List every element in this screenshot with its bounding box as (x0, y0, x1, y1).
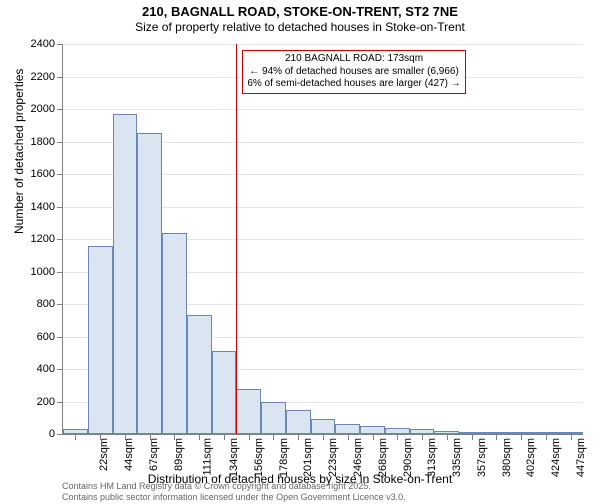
chart-subtitle: Size of property relative to detached ho… (0, 20, 600, 34)
x-tick-label: 22sqm (98, 438, 110, 471)
histogram-bar (286, 410, 311, 434)
marker-line (236, 44, 237, 434)
y-tick-label: 200 (37, 396, 55, 408)
annotation-line-1: 210 BAGNALL ROAD: 173sqm (247, 53, 460, 66)
x-tick (323, 434, 324, 440)
x-tick-label: 67sqm (148, 438, 160, 471)
footer-line-2: Contains public sector information licen… (62, 492, 406, 502)
x-tick (422, 434, 423, 440)
annotation-line-2: ← 94% of detached houses are smaller (6,… (247, 66, 460, 79)
histogram-bar (335, 424, 360, 434)
y-tick-label: 2200 (31, 71, 55, 83)
x-tick (298, 434, 299, 440)
y-tick-label: 800 (37, 298, 55, 310)
y-tick (57, 337, 63, 338)
histogram-bar (88, 246, 113, 435)
histogram-bar (137, 133, 162, 434)
y-tick-label: 400 (37, 363, 55, 375)
x-tick (150, 434, 151, 440)
y-tick (57, 434, 63, 435)
chart-area: 0200400600800100012001400160018002000220… (62, 44, 582, 434)
histogram-bar (311, 419, 336, 434)
y-tick (57, 239, 63, 240)
x-tick (521, 434, 522, 440)
histogram-bar (236, 389, 261, 435)
y-tick-label: 1600 (31, 168, 55, 180)
gridline (63, 109, 583, 110)
y-tick (57, 77, 63, 78)
histogram-bar (113, 114, 138, 434)
x-tick (199, 434, 200, 440)
x-tick (546, 434, 547, 440)
y-axis-label: Number of detached properties (12, 69, 26, 234)
y-tick (57, 142, 63, 143)
annotation-box: 210 BAGNALL ROAD: 173sqm← 94% of detache… (242, 50, 465, 94)
histogram-bar (187, 315, 212, 434)
histogram-bar (162, 233, 187, 435)
x-tick (571, 434, 572, 440)
x-tick-label: 111sqm (202, 438, 214, 476)
x-tick-label: 89sqm (173, 438, 185, 471)
y-tick-label: 0 (49, 428, 55, 440)
gridline (63, 44, 583, 45)
x-tick (174, 434, 175, 440)
histogram-bar (212, 351, 237, 434)
y-tick-label: 2000 (31, 103, 55, 115)
y-tick-label: 600 (37, 331, 55, 343)
x-tick (447, 434, 448, 440)
annotation-line-3: 6% of semi-detached houses are larger (4… (247, 78, 460, 91)
y-tick-label: 1200 (31, 233, 55, 245)
x-tick (496, 434, 497, 440)
x-tick (75, 434, 76, 440)
chart-title: 210, BAGNALL ROAD, STOKE-ON-TRENT, ST2 7… (0, 4, 600, 19)
x-tick (373, 434, 374, 440)
histogram-bar (261, 402, 286, 435)
y-tick (57, 402, 63, 403)
y-tick (57, 174, 63, 175)
y-tick (57, 207, 63, 208)
x-tick (249, 434, 250, 440)
y-tick (57, 304, 63, 305)
y-tick-label: 2400 (31, 38, 55, 50)
x-tick (100, 434, 101, 440)
y-tick-label: 1400 (31, 201, 55, 213)
footer-line-1: Contains HM Land Registry data © Crown c… (62, 481, 406, 491)
x-tick (397, 434, 398, 440)
y-tick (57, 44, 63, 45)
y-tick (57, 109, 63, 110)
x-tick-label: 44sqm (123, 438, 135, 471)
x-tick (348, 434, 349, 440)
y-tick-label: 1800 (31, 136, 55, 148)
footer-attribution: Contains HM Land Registry data © Crown c… (62, 481, 406, 502)
plot-area: 0200400600800100012001400160018002000220… (62, 44, 583, 435)
histogram-bar (360, 426, 385, 434)
x-tick (125, 434, 126, 440)
y-tick (57, 272, 63, 273)
x-tick (224, 434, 225, 440)
x-tick (472, 434, 473, 440)
y-tick (57, 369, 63, 370)
y-tick-label: 1000 (31, 266, 55, 278)
x-tick (273, 434, 274, 440)
